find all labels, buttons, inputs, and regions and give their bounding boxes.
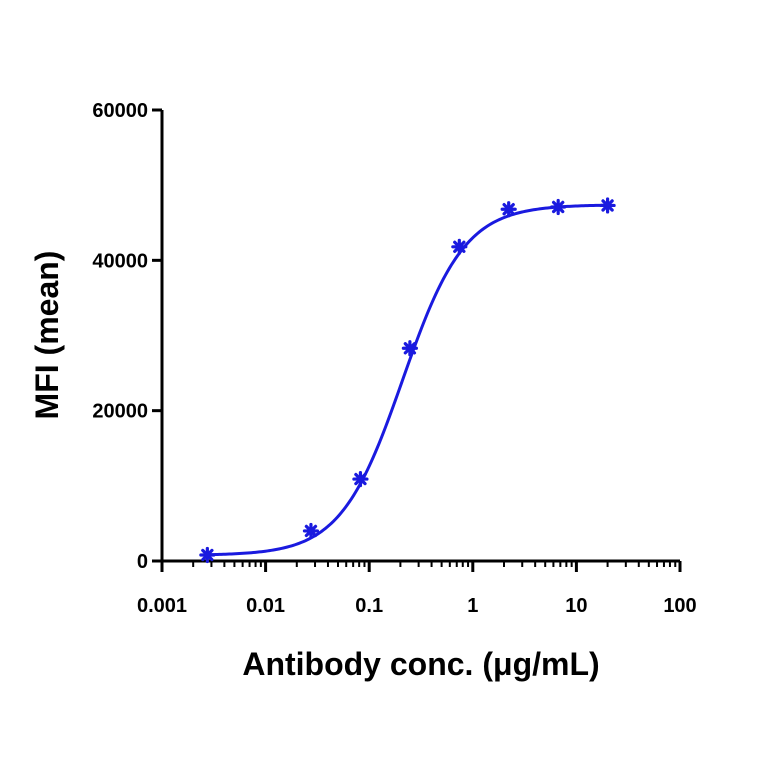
x-axis-title: Antibody conc. (μg/mL): [242, 646, 599, 682]
x-axis: 0.001 0.01 0.1 1 10 100: [137, 559, 697, 617]
data-point: [352, 470, 369, 488]
data-points: [199, 197, 616, 564]
data-point: [550, 198, 567, 216]
fit-curve: [207, 203, 608, 557]
y-tick-label: 0: [137, 551, 148, 573]
data-point: [451, 238, 468, 255]
y-tick-label: 20000: [92, 401, 148, 423]
x-tick-label: 0.1: [355, 595, 383, 617]
y-axis-title: MFI (mean): [29, 251, 65, 420]
x-tick-label: 0.01: [246, 595, 285, 617]
data-point: [199, 546, 216, 564]
y-tick-label: 40000: [92, 250, 148, 272]
data-point: [599, 197, 616, 214]
data-point: [302, 522, 320, 540]
data-point: [500, 201, 517, 218]
x-tick-label: 100: [663, 595, 696, 617]
data-point: [401, 340, 418, 357]
x-tick-label: 0.001: [137, 595, 187, 617]
y-tick-label: 60000: [92, 100, 148, 122]
x-tick-label: 10: [565, 595, 587, 617]
y-axis: 0 20000 40000 60000: [92, 100, 164, 573]
x-tick-label: 1: [467, 595, 478, 617]
